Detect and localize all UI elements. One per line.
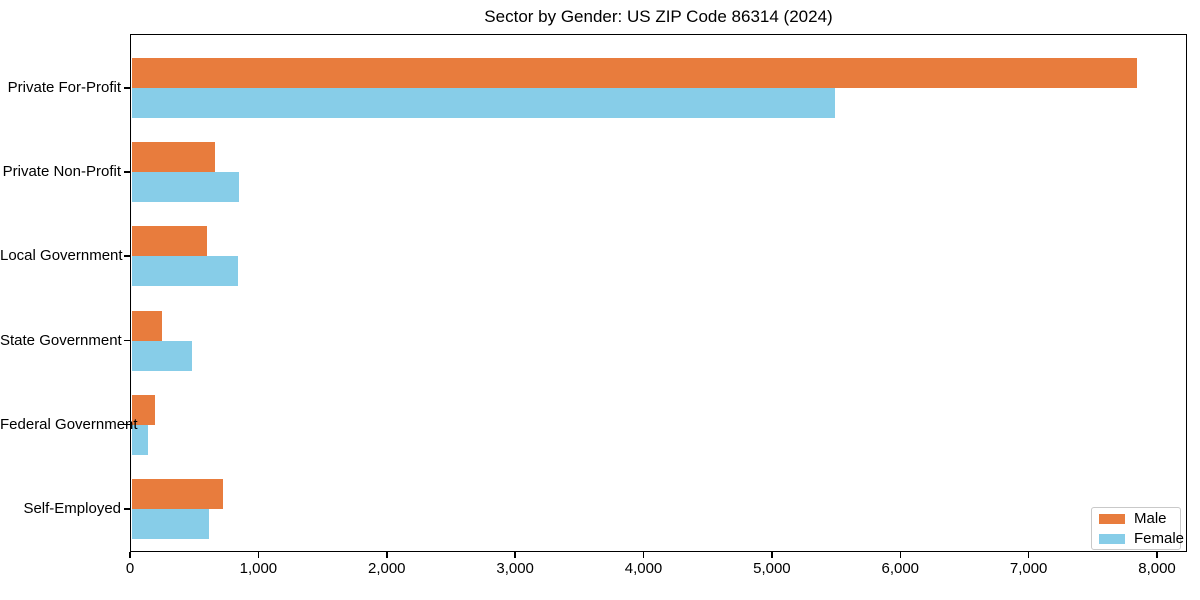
x-tick-label-0: 0	[125, 560, 135, 577]
x-tick-2000	[386, 552, 388, 558]
y-category-label-federal-government: Federal Government	[0, 415, 138, 433]
female-series-swatch	[1099, 533, 1125, 544]
bar-female-federal-government	[131, 424, 148, 455]
x-tick-label-1000: 1,000	[239, 560, 278, 577]
x-tick-0	[129, 552, 131, 558]
y-category-label-self-employed: Self-Employed	[23, 500, 121, 517]
x-tick-5000	[771, 552, 773, 558]
x-tick-label-5000: 5,000	[753, 560, 791, 577]
y-tick-private-non-profit	[124, 171, 130, 173]
y-tick-state-government	[124, 339, 130, 342]
x-tick-1000	[257, 552, 260, 558]
bar-female-local-government	[131, 256, 238, 287]
y-category-label-state-government: State Government	[0, 331, 122, 349]
x-tick-label-6000: 6,000	[881, 560, 920, 577]
x-tick-label-4000: 4,000	[624, 560, 663, 577]
x-tick-6000	[899, 552, 901, 558]
male-series-swatch	[1099, 513, 1125, 524]
x-tick-label-8000: 8,000	[1138, 560, 1176, 577]
x-tick-3000	[514, 552, 516, 558]
y-category-label-local-government: Local Government	[0, 247, 123, 265]
x-tick-8000	[1156, 552, 1158, 558]
legend: Male Female	[1091, 507, 1184, 550]
x-tick-label-7000: 7,000	[1009, 560, 1048, 577]
legend-label-female: Female	[1134, 530, 1185, 547]
x-tick-label-3000: 3,000	[496, 560, 534, 577]
legend-item-male: Male	[1099, 511, 1173, 526]
bar-female-self-employed	[131, 509, 209, 539]
bar-female-state-government	[131, 340, 192, 371]
y-tick-private-for-profit	[124, 87, 130, 89]
x-tick-4000	[642, 552, 645, 558]
y-category-label-private-for-profit: Private For-Profit	[7, 79, 121, 96]
bar-male-state-government	[131, 310, 162, 341]
y-tick-local-government	[124, 255, 130, 257]
bar-male-federal-government	[131, 394, 155, 425]
x-tick-label-2000: 2,000	[367, 560, 406, 577]
y-tick-self-employed	[124, 508, 130, 510]
plot-area	[130, 34, 1187, 552]
x-tick-7000	[1027, 552, 1030, 558]
bar-male-local-government	[131, 226, 207, 257]
bar-male-self-employed	[131, 479, 223, 509]
bar-female-private-non-profit	[131, 172, 239, 203]
y-category-label-private-non-profit: Private Non-Profit	[2, 163, 121, 181]
bar-male-private-for-profit	[131, 58, 1137, 88]
bar-male-private-non-profit	[131, 142, 215, 173]
chart-title: Sector by Gender: US ZIP Code 86314 (202…	[484, 7, 833, 26]
bar-female-private-for-profit	[131, 88, 835, 118]
y-tick-federal-government	[124, 423, 130, 426]
legend-label-male: Male	[1134, 510, 1167, 527]
legend-item-female: Female	[1099, 531, 1184, 546]
